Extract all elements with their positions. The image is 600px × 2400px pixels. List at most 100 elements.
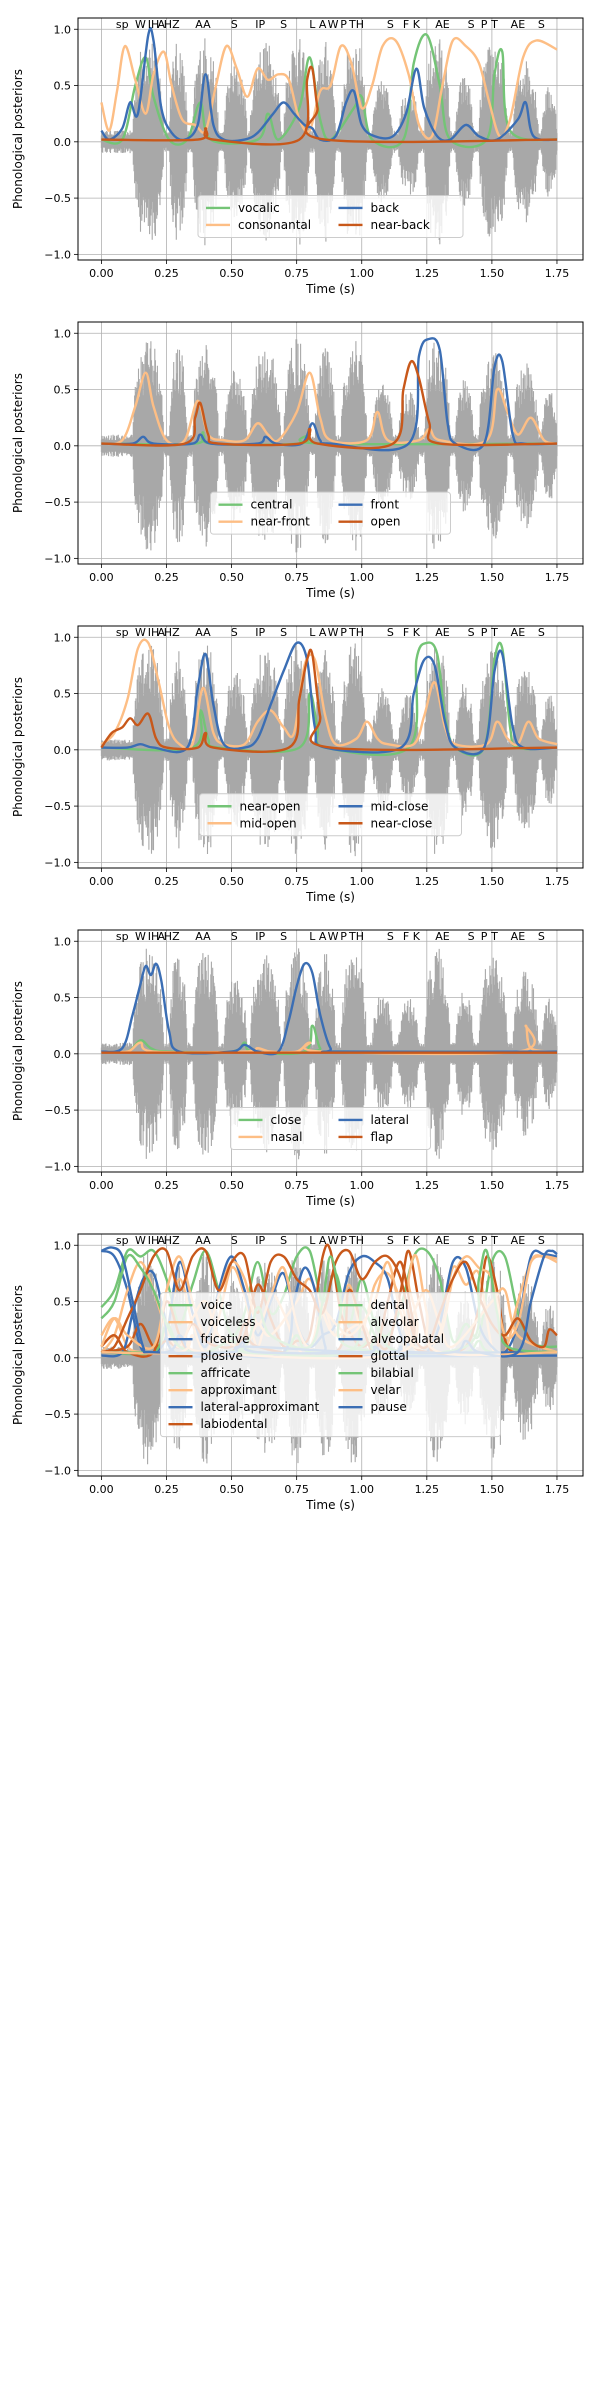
phoneme-label: HZ — [164, 18, 180, 31]
axes-frame — [77, 17, 584, 261]
phoneme-label: S — [468, 18, 475, 31]
series-lines — [101, 337, 558, 452]
phoneme-label: S — [280, 1234, 287, 1247]
legend-label: flap — [371, 1130, 394, 1144]
y-tick-label: −0.5 — [44, 496, 71, 509]
x-tick-label: 0.25 — [154, 1179, 179, 1192]
y-tick-label: 1.0 — [54, 631, 72, 644]
y-tick-label: −1.0 — [44, 1464, 71, 1477]
phoneme-label: T — [490, 930, 498, 943]
legend-label: consonantal — [238, 218, 311, 232]
y-tick-label: 0.5 — [54, 992, 72, 1005]
x-tick-label: 0.25 — [154, 267, 179, 280]
y-tick-label: −0.5 — [44, 1408, 71, 1421]
legend-label: glottal — [371, 1349, 409, 1363]
x-tick-label: 0.50 — [219, 267, 244, 280]
phoneme-label: S — [468, 930, 475, 943]
phoneme-label: S — [387, 18, 394, 31]
phoneme-label: TH — [348, 626, 364, 639]
legend-label: near-front — [251, 515, 311, 529]
phoneme-label: P — [340, 1234, 347, 1247]
phoneme-label: A — [319, 1234, 327, 1247]
phoneme-label: F — [403, 18, 409, 31]
y-tick-label: −1.0 — [44, 856, 71, 869]
y-tick-label: 0.0 — [54, 440, 72, 453]
x-tick-label: 1.75 — [545, 1483, 570, 1496]
legend-box — [230, 1106, 431, 1150]
series-line-front — [101, 337, 558, 452]
series-line-near-back — [101, 65, 558, 146]
y-tick-label: 1.0 — [54, 23, 72, 36]
legend-label: plosive — [201, 1349, 243, 1363]
chart-panel-4: 0.00 0.25 0.50 0.75 1.00 1.25 1.50 1.75 −1.0 −0.5… — [11, 929, 584, 1208]
x-tick-label: 1.25 — [415, 875, 440, 888]
series-line-vocalic — [101, 33, 558, 149]
phoneme-label: P — [340, 930, 347, 943]
y-tick-label: 0.0 — [54, 744, 72, 757]
phoneme-label: AE — [435, 930, 450, 943]
phoneme-label: IH — [148, 930, 160, 943]
x-tick-label: 1.00 — [349, 875, 374, 888]
legend-label: front — [371, 498, 400, 512]
phoneme-label: S — [280, 930, 287, 943]
phoneme-label: L — [309, 930, 316, 943]
legend-label: close — [271, 1113, 302, 1127]
legend-label: lateral — [371, 1113, 409, 1127]
y-tick-label: 0.5 — [54, 80, 72, 93]
series-line-consonantal — [100, 36, 558, 140]
legend-label: near-close — [371, 816, 433, 830]
phoneme-label: IP — [255, 626, 265, 639]
y-tick-label: 1.0 — [54, 327, 72, 340]
y-axis-label: Phonological posteriors — [11, 69, 25, 209]
y-tick-label: 0.5 — [54, 688, 72, 701]
y-tick-label: −0.5 — [44, 1104, 71, 1117]
y-tick-label: 1.0 — [54, 935, 72, 948]
series-line-mid-close — [101, 641, 558, 756]
legend-label: fricative — [201, 1332, 250, 1346]
phoneme-label: S — [231, 626, 238, 639]
x-tick-label: 0.00 — [89, 267, 114, 280]
x-tick-label: 0.75 — [284, 1179, 309, 1192]
chart-panel-5: 0.00 0.25 0.50 0.75 1.00 1.25 1.50 1.75 −1.0 −0.5… — [11, 1233, 584, 1512]
phoneme-label: W — [135, 1234, 146, 1247]
legend-box — [210, 491, 451, 535]
axes-frame — [77, 625, 584, 869]
legend-label: bilabial — [371, 1366, 414, 1380]
x-tick-label: 1.25 — [415, 571, 440, 584]
phoneme-label: S — [387, 930, 394, 943]
series-line-open — [101, 359, 558, 450]
legend-label: affricate — [201, 1366, 251, 1380]
x-tick-label: 0.50 — [219, 1179, 244, 1192]
axes-frame — [77, 929, 584, 1173]
phoneme-label: sp — [116, 1234, 129, 1247]
legend: close nasal lateral flap — [230, 1106, 431, 1150]
x-tick-label: 1.25 — [415, 267, 440, 280]
phoneme-label: L — [309, 18, 316, 31]
y-axis-label: Phonological posteriors — [11, 677, 25, 817]
phoneme-label: S — [387, 626, 394, 639]
phoneme-label: AE — [511, 626, 526, 639]
phoneme-label: AA — [195, 18, 211, 31]
legend: voice voiceless fricative plosive affricate a… — [160, 1292, 501, 1438]
x-tick-label: 1.50 — [480, 875, 505, 888]
series-line-near-open — [101, 641, 558, 757]
y-tick-label: 0.0 — [54, 136, 72, 149]
x-tick-label: 0.50 — [219, 875, 244, 888]
phoneme-label: A — [158, 626, 166, 639]
y-tick-label: 0.5 — [54, 1296, 72, 1309]
phoneme-label: AE — [435, 626, 450, 639]
x-tick-label: 1.50 — [480, 1179, 505, 1192]
phoneme-label: AE — [511, 18, 526, 31]
x-tick-label: 0.75 — [284, 571, 309, 584]
x-tick-label: 1.75 — [545, 1179, 570, 1192]
phoneme-label: AE — [511, 1234, 526, 1247]
phoneme-label: F — [403, 1234, 409, 1247]
legend-label: central — [251, 498, 293, 512]
phoneme-label: IP — [255, 1234, 265, 1247]
phoneme-label: S — [231, 930, 238, 943]
legend-label: back — [371, 201, 400, 215]
phoneme-label: HZ — [164, 1234, 180, 1247]
phoneme-label: W — [135, 18, 146, 31]
x-axis-label: Time (s) — [305, 1498, 355, 1512]
phoneme-label: A — [158, 930, 166, 943]
